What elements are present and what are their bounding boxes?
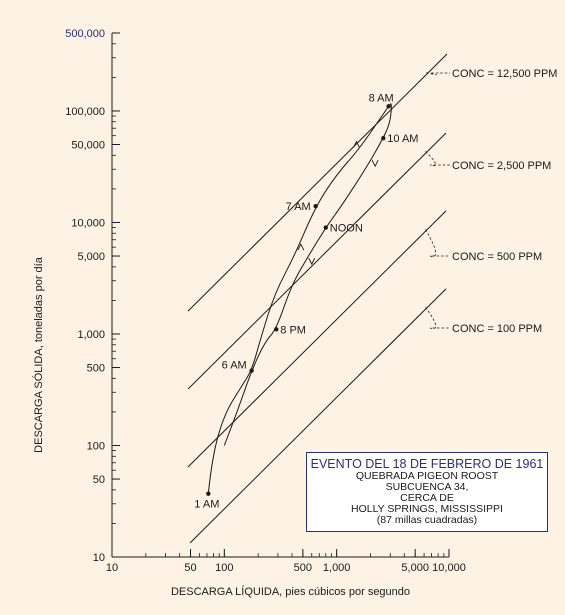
y-tick-label: 500,000	[65, 28, 105, 40]
x-axis-title: DESCARGA LÍQUIDA, pies cúbicos por segun…	[171, 585, 410, 598]
concentration-leader	[425, 306, 450, 329]
point-label: 8 PM	[280, 324, 306, 336]
concentration-line	[189, 288, 447, 544]
y-tick-label: 100	[87, 440, 105, 452]
x-tick-label: 500	[294, 562, 312, 574]
event-line: SUBCUENCA 34,	[385, 481, 469, 493]
event-title: EVENTO DEL 18 DE FEBRERO DE 1961	[310, 457, 544, 471]
x-tick-label: 10	[106, 562, 118, 574]
x-tick-label: 100	[215, 562, 233, 574]
data-point	[323, 225, 328, 230]
x-tick-label: 5,000	[401, 562, 429, 574]
concentration-label: CONC = 12,500 PPM	[452, 68, 557, 80]
concentration-line	[187, 132, 447, 390]
point-label: 10 AM	[387, 133, 418, 145]
event-info-box: EVENTO DEL 18 DE FEBRERO DE 1961 QUEBRAD…	[306, 452, 548, 532]
concentration-leader	[425, 151, 450, 167]
y-tick-label: 10,000	[71, 217, 105, 229]
y-tick-label: 100,000	[65, 106, 105, 118]
concentration-leader	[425, 229, 450, 257]
event-line: HOLLY SPRINGS, MISSISSIPPI	[351, 503, 503, 515]
y-tick-label: 500	[87, 363, 105, 375]
y-tick-label: 1,000	[77, 329, 105, 341]
event-line: (87 millas cuadradas)	[376, 514, 478, 526]
y-axis-title: DESCARGA SÓLIDA, toneladas por día	[32, 256, 45, 453]
y-tick-label: 5,000	[77, 251, 105, 263]
x-tick-label: 50	[184, 562, 196, 574]
event-line: QUEBRADA PIGEON ROOST	[355, 470, 499, 482]
concentration-leader	[426, 72, 450, 76]
y-tick-label: 50	[93, 474, 105, 486]
concentration-label: CONC = 2,500 PPM	[452, 160, 551, 172]
point-label: 7 AM	[286, 201, 311, 213]
data-point	[386, 104, 391, 109]
y-tick-label: 10	[93, 552, 105, 564]
data-point	[249, 368, 254, 373]
direction-arrow	[371, 159, 379, 168]
direction-arrow	[308, 257, 316, 266]
event-loop-curve	[207, 103, 392, 494]
concentration-label: CONC = 500 PPM	[452, 251, 542, 263]
y-tick-label: 50,000	[71, 140, 105, 152]
point-label: 6 AM	[222, 360, 247, 372]
event-line: CERCA DE	[400, 492, 454, 504]
x-tick-label: 1,000	[323, 562, 351, 574]
data-point	[313, 203, 318, 209]
concentration-label: CONC = 100 PPM	[452, 323, 542, 335]
direction-arrow	[353, 140, 360, 148]
data-point	[274, 327, 279, 332]
x-tick-label: 10,000	[432, 562, 466, 574]
direction-arrow	[297, 243, 305, 251]
data-point	[381, 135, 386, 141]
point-label: 1 AM	[194, 499, 219, 511]
point-label: NOON	[330, 223, 363, 235]
concentration-line	[187, 53, 448, 312]
data-point	[206, 491, 211, 496]
point-label: 8 AM	[369, 92, 394, 104]
concentration-line	[187, 210, 447, 468]
